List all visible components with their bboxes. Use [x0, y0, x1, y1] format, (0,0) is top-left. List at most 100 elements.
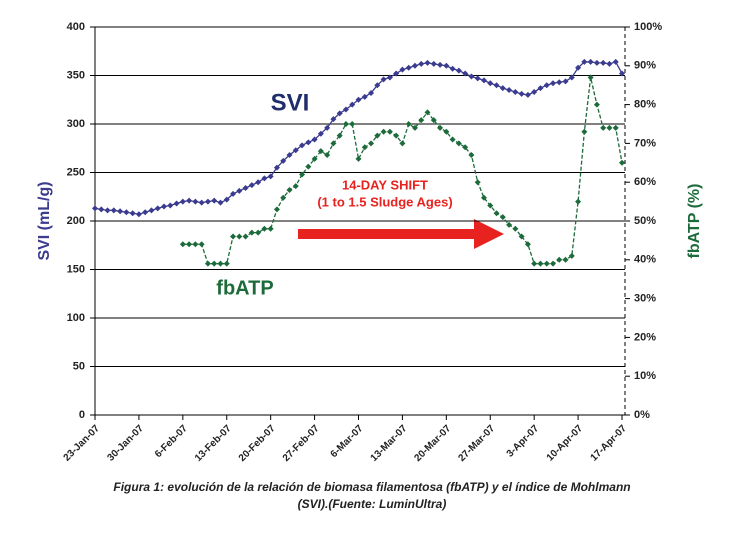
y-tick-label: 100	[67, 312, 85, 324]
data-point	[455, 140, 462, 147]
data-point	[342, 106, 349, 113]
data-point	[437, 61, 444, 68]
data-point	[317, 148, 324, 155]
data-point	[380, 128, 387, 135]
data-point	[418, 60, 425, 67]
data-point	[587, 58, 594, 65]
x-tick-label: 27-Feb-07	[281, 423, 322, 464]
data-point	[499, 85, 506, 92]
y2-tick-label: 0%	[634, 409, 650, 421]
data-point	[154, 205, 161, 212]
data-point	[487, 202, 494, 209]
data-point	[493, 210, 500, 217]
data-point	[487, 80, 494, 87]
data-point	[619, 159, 625, 166]
data-point	[524, 241, 531, 248]
caption: (SVI).(Fuente: LuminUltra)	[298, 497, 447, 511]
data-point	[355, 155, 362, 162]
data-point	[148, 207, 155, 214]
data-point	[518, 233, 525, 240]
data-point	[493, 82, 500, 89]
data-point	[581, 128, 588, 135]
data-point	[443, 62, 450, 69]
x-tick-label: 27-Mar-07	[456, 423, 497, 464]
y2-axis-label: fbATP (%)	[686, 184, 703, 259]
data-point	[399, 140, 406, 147]
data-point	[104, 207, 111, 214]
data-point	[374, 132, 381, 139]
data-point	[506, 221, 513, 228]
y-tick-label: 200	[67, 215, 85, 227]
data-point	[443, 128, 450, 135]
data-point	[537, 85, 544, 92]
y-axis-label: SVI (mL/g)	[36, 181, 53, 260]
y2-tick-label: 20%	[634, 331, 656, 343]
data-point	[330, 116, 337, 123]
data-point	[600, 59, 607, 66]
y-tick-label: 150	[67, 263, 85, 275]
data-point	[349, 101, 356, 108]
data-point	[418, 117, 425, 124]
data-point	[255, 179, 262, 186]
data-point	[267, 173, 274, 180]
data-point	[480, 77, 487, 84]
data-point	[280, 194, 287, 201]
y2-tick-label: 80%	[634, 99, 656, 111]
data-point	[568, 74, 575, 81]
data-point	[531, 260, 538, 267]
y2-tick-label: 30%	[634, 293, 656, 305]
data-point	[374, 82, 381, 89]
data-point	[98, 206, 105, 213]
data-point	[129, 210, 136, 217]
data-point	[286, 186, 293, 193]
data-point	[223, 196, 230, 203]
x-tick-label: 10-Apr-07	[545, 423, 586, 464]
data-point	[186, 241, 193, 248]
data-point	[606, 60, 613, 67]
caption: Figura 1: evolución de la relación de bi…	[113, 480, 630, 494]
data-point	[368, 140, 375, 147]
data-point	[619, 70, 625, 77]
data-point	[204, 198, 211, 205]
data-point	[393, 132, 400, 139]
data-point	[167, 202, 174, 209]
shift-annotation: 14-DAY SHIFT	[342, 177, 428, 192]
data-point	[305, 163, 312, 170]
y2-tick-label: 90%	[634, 60, 656, 72]
data-point	[575, 64, 582, 71]
data-point	[286, 152, 293, 159]
data-point	[543, 260, 550, 267]
x-tick-label: 20-Mar-07	[413, 423, 454, 464]
data-point	[593, 101, 600, 108]
data-point	[531, 88, 538, 95]
data-point	[236, 187, 243, 194]
data-point	[575, 198, 582, 205]
data-point	[110, 207, 117, 214]
data-point	[255, 229, 262, 236]
data-point	[324, 152, 331, 159]
data-point	[242, 233, 249, 240]
data-point	[524, 91, 531, 98]
data-point	[480, 194, 487, 201]
data-point	[280, 157, 287, 164]
data-point	[324, 124, 331, 131]
data-point	[267, 225, 274, 232]
fbatp-annotation: fbATP	[216, 277, 273, 299]
data-point	[179, 241, 186, 248]
data-point	[386, 74, 393, 81]
data-point	[462, 70, 469, 77]
data-point	[455, 67, 462, 74]
data-point	[186, 197, 193, 204]
data-point	[449, 65, 456, 72]
data-point	[192, 198, 199, 205]
data-point	[468, 152, 475, 159]
data-point	[217, 199, 224, 206]
data-point	[142, 209, 149, 216]
data-point	[430, 60, 437, 67]
data-point	[606, 124, 613, 131]
data-point	[192, 241, 199, 248]
y-tick-label: 250	[67, 166, 85, 178]
data-point	[230, 190, 237, 197]
data-point	[273, 164, 280, 171]
data-point	[380, 76, 387, 83]
